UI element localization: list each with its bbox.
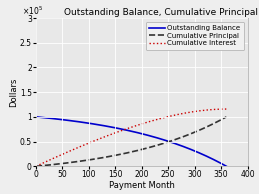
Cumulative Interest — [153, 119, 156, 121]
Cumulative Principal — [225, 116, 228, 118]
Text: $\times10^5$: $\times10^5$ — [22, 4, 43, 16]
Cumulative Principal — [34, 165, 38, 167]
Cumulative Interest — [34, 165, 38, 167]
Cumulative Principal — [202, 127, 205, 130]
Outstanding Balance — [225, 165, 228, 167]
Cumulative Interest — [143, 122, 146, 124]
Outstanding Balance — [202, 153, 205, 156]
X-axis label: Payment Month: Payment Month — [109, 181, 175, 190]
Text: Outstanding Balance, Cumulative Principal & Interest: Outstanding Balance, Cumulative Principa… — [63, 8, 259, 17]
Cumulative Interest — [225, 108, 228, 110]
Outstanding Balance — [153, 136, 156, 138]
Line: Outstanding Balance: Outstanding Balance — [36, 117, 226, 166]
Outstanding Balance — [149, 135, 152, 137]
Outstanding Balance — [143, 133, 146, 136]
Legend: Outstanding Balance, Cumulative Principal, Cumulative Interest: Outstanding Balance, Cumulative Principa… — [146, 22, 244, 50]
Line: Cumulative Principal: Cumulative Principal — [36, 117, 226, 166]
Cumulative Interest — [70, 149, 73, 152]
Cumulative Principal — [153, 145, 156, 147]
Cumulative Interest — [40, 163, 43, 165]
Cumulative Principal — [70, 161, 73, 164]
Y-axis label: Dollars: Dollars — [9, 77, 18, 107]
Cumulative Principal — [143, 148, 146, 150]
Cumulative Principal — [149, 146, 152, 148]
Cumulative Principal — [40, 165, 43, 167]
Outstanding Balance — [40, 116, 43, 119]
Outstanding Balance — [70, 120, 73, 122]
Line: Cumulative Interest: Cumulative Interest — [36, 109, 226, 166]
Cumulative Interest — [202, 109, 205, 112]
Outstanding Balance — [34, 116, 38, 118]
Cumulative Interest — [149, 120, 152, 122]
